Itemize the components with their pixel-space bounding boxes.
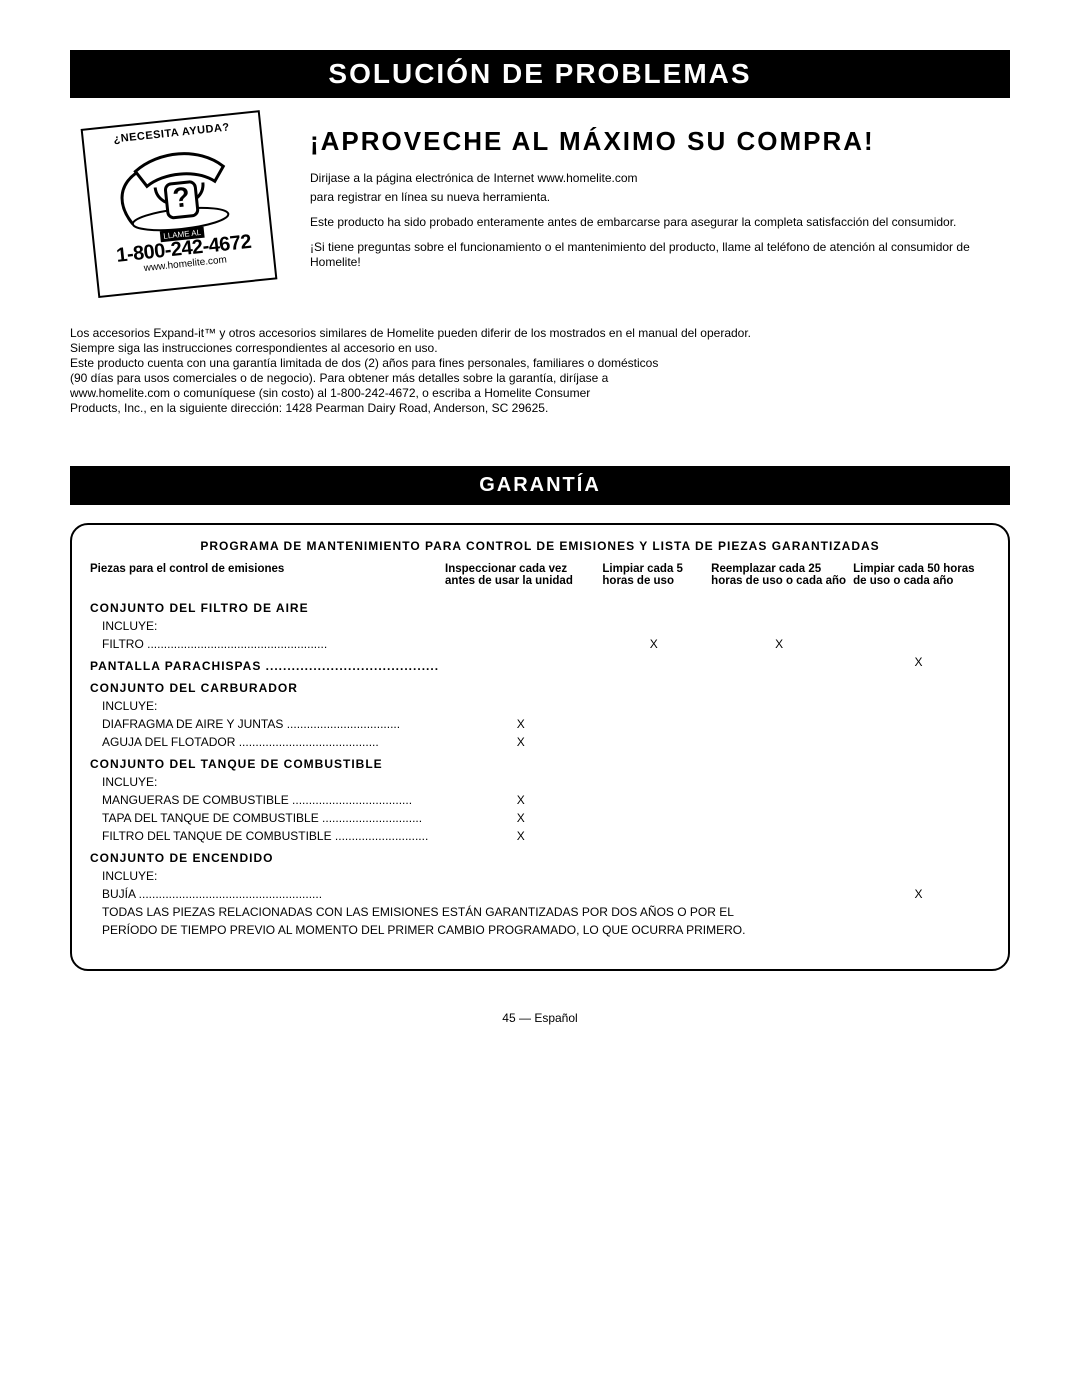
col-header-1: Piezas para el control de emisiones (90, 563, 445, 595)
table-cell: X (445, 809, 602, 827)
svg-text:?: ? (171, 181, 191, 214)
body-line5: www.homelite.com o comuníquese (sin cost… (70, 386, 1010, 401)
table-section-header: CONJUNTO DE ENCENDIDO (90, 845, 990, 867)
table-cell (711, 773, 853, 791)
table-cell (711, 715, 853, 733)
table-cell (853, 791, 990, 809)
table-cell (853, 867, 990, 885)
hero-headline: ¡APROVECHE AL MÁXIMO SU COMPRA! (310, 126, 1010, 157)
maintenance-frame: PROGRAMA DE MANTENIMIENTO PARA CONTROL D… (70, 523, 1010, 971)
table-cell: X (602, 635, 711, 653)
table-cell (602, 867, 711, 885)
table-cell (445, 885, 602, 903)
table-row-label: FILTRO DEL TANQUE DE COMBUSTIBLE .......… (90, 827, 445, 845)
hero-p2: para registrar en línea su nueva herrami… (310, 190, 1010, 205)
table-row-label: BUJÍA ..................................… (90, 885, 445, 903)
table-cell (853, 617, 990, 635)
table-section-header: CONJUNTO DEL TANQUE DE COMBUSTIBLE (90, 751, 990, 773)
table-cell: X (445, 791, 602, 809)
table-cell (602, 715, 711, 733)
table-cell (853, 715, 990, 733)
body-line6: Products, Inc., en la siguiente direcció… (70, 401, 1010, 416)
table-cell: X (711, 635, 853, 653)
body-line3: Este producto cuenta con una garantía li… (70, 356, 1010, 371)
table-row-label: INCLUYE: (90, 617, 445, 635)
hero-p3: Este producto ha sido probado enterament… (310, 215, 1010, 230)
body-line1: Los accesorios Expand-it™ y otros acceso… (70, 326, 1010, 341)
table-cell (602, 791, 711, 809)
table-cell: X (445, 733, 602, 751)
table-cell (711, 809, 853, 827)
table-row-label: PANTALLA PARACHISPAS ...................… (90, 653, 445, 675)
col-header-3: Limpiar cada 5 horas de uso (602, 563, 711, 595)
col-header-2: Inspeccionar cada vez antes de usar la u… (445, 563, 602, 595)
warranty-header: GARANTÍA (70, 466, 1010, 505)
table-cell (711, 733, 853, 751)
help-phone-card: ¿NECESITA AYUDA? ? LLAME AL 1-800-242-46… (81, 108, 300, 318)
table-section-header: CONJUNTO DEL FILTRO DE AIRE (90, 595, 990, 617)
table-row-label: INCLUYE: (90, 697, 445, 715)
phone-icon: ? (103, 134, 252, 238)
table-row-label: TAPA DEL TANQUE DE COMBUSTIBLE .........… (90, 809, 445, 827)
body-line2: Siempre siga las instrucciones correspon… (70, 341, 1010, 356)
table-row-label: DIAFRAGMA DE AIRE Y JUNTAS .............… (90, 715, 445, 733)
table-cell (711, 653, 853, 675)
table-cell: X (853, 885, 990, 903)
table-cell (445, 697, 602, 715)
table-cell: X (445, 715, 602, 733)
table-cell (602, 773, 711, 791)
table-cell (445, 867, 602, 885)
table-row-label: MANGUERAS DE COMBUSTIBLE ...............… (90, 791, 445, 809)
table-cell (853, 635, 990, 653)
table-cell (602, 809, 711, 827)
table-cell (445, 653, 602, 675)
page-number: 45 — Español (70, 1011, 1010, 1025)
maintenance-table: Piezas para el control de emisiones Insp… (90, 563, 990, 939)
col-header-4: Reemplazar cada 25 horas de uso o cada a… (711, 563, 853, 595)
table-footnote: TODAS LAS PIEZAS RELACIONADAS CON LAS EM… (90, 903, 990, 921)
table-cell (602, 827, 711, 845)
table-cell (711, 867, 853, 885)
table-cell (445, 773, 602, 791)
table-cell (602, 733, 711, 751)
table-cell: X (445, 827, 602, 845)
table-cell (853, 809, 990, 827)
table-cell (602, 885, 711, 903)
col-header-5: Limpiar cada 50 horas de uso o cada año (853, 563, 990, 595)
table-cell (711, 791, 853, 809)
table-row-label: INCLUYE: (90, 867, 445, 885)
table-cell (711, 827, 853, 845)
table-cell (853, 827, 990, 845)
hero-text: ¡APROVECHE AL MÁXIMO SU COMPRA! Dirijase… (310, 118, 1010, 308)
table-footnote: PERÍODO DE TIEMPO PREVIO AL MOMENTO DEL … (90, 921, 990, 939)
hero-p4: ¡Si tiene preguntas sobre el funcionamie… (310, 240, 1010, 270)
table-cell (602, 697, 711, 715)
body-line4: (90 días para usos comerciales o de nego… (70, 371, 1010, 386)
table-cell (711, 885, 853, 903)
table-cell (853, 697, 990, 715)
table-cell (711, 617, 853, 635)
body-block: Los accesorios Expand-it™ y otros acceso… (70, 326, 1010, 416)
table-cell (602, 653, 711, 675)
table-row-label: INCLUYE: (90, 773, 445, 791)
table-cell: X (853, 653, 990, 675)
table-cell (445, 635, 602, 653)
maintenance-title: PROGRAMA DE MANTENIMIENTO PARA CONTROL D… (90, 539, 990, 553)
table-cell (853, 773, 990, 791)
hero-p1: Dirijase a la página electrónica de Inte… (310, 171, 1010, 186)
table-cell (711, 697, 853, 715)
table-section-header: CONJUNTO DEL CARBURADOR (90, 675, 990, 697)
table-cell (853, 733, 990, 751)
troubleshooting-header: SOLUCIÓN DE PROBLEMAS (70, 50, 1010, 98)
table-row-label: FILTRO .................................… (90, 635, 445, 653)
table-row-label: AGUJA DEL FLOTADOR .....................… (90, 733, 445, 751)
table-cell (445, 617, 602, 635)
table-cell (602, 617, 711, 635)
hero-row: ¿NECESITA AYUDA? ? LLAME AL 1-800-242-46… (70, 118, 1010, 308)
